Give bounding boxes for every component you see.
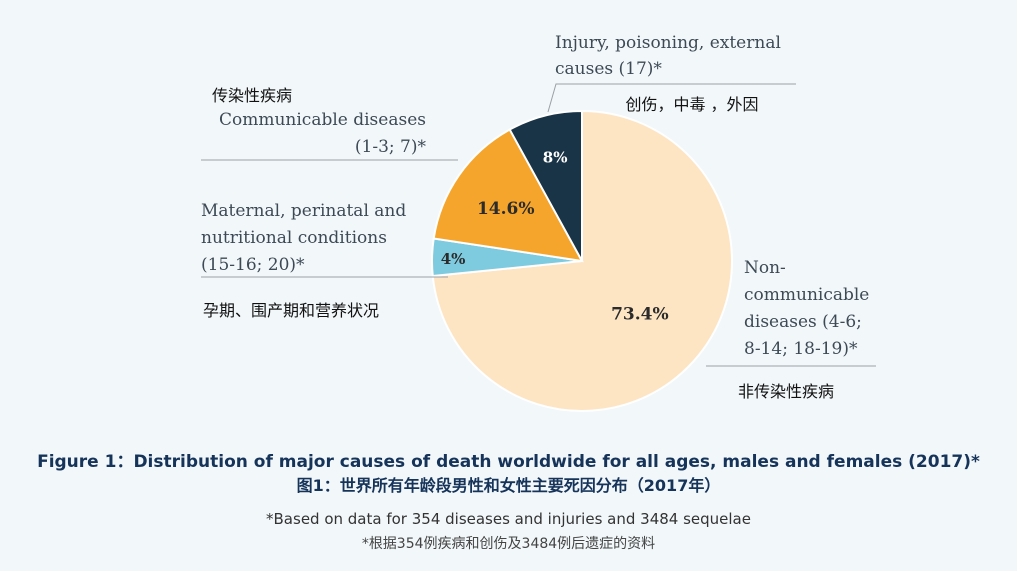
slice-label-noncommunicable: diseases (4-6; bbox=[744, 312, 862, 332]
slice-value-label-maternal: 4% bbox=[441, 250, 466, 268]
footnote-en: *Based on data for 354 diseases and inju… bbox=[266, 510, 751, 528]
slice-label-communicable: (1-3; 7)* bbox=[355, 137, 427, 157]
leader-line-injury bbox=[547, 83, 796, 113]
slice-label-noncommunicable: communicable bbox=[744, 285, 869, 305]
slice-value-label-injury: 8% bbox=[543, 148, 568, 166]
slice-label-cn-maternal: 孕期、围产期和营养状况 bbox=[203, 301, 379, 320]
pie-chart: 73.4% 4% 14.6% 8% Non-communicable diseases … bbox=[201, 33, 876, 412]
slice-label-cn-communicable: 传染性疾病 bbox=[212, 86, 292, 105]
figure-title-en: Figure 1：Distribution of major causes of… bbox=[37, 452, 980, 472]
pie-slice-communicable bbox=[432, 128, 584, 263]
slice-label-injury: causes (17)* bbox=[555, 59, 662, 79]
slice-label-noncommunicable: 8-14; 18-19)* bbox=[744, 339, 858, 359]
slice-label-communicable: Communicable diseases bbox=[219, 110, 426, 130]
footnote-cn: *根据354例疾病和创伤及3484例后遗症的资料 bbox=[361, 536, 656, 552]
slice-label-maternal: Maternal, perinatal and bbox=[201, 201, 406, 221]
slice-label-injury: Injury, poisoning, external bbox=[555, 33, 781, 53]
slice-label-noncommunicable: Non- bbox=[744, 258, 786, 278]
pie-slice-injury bbox=[508, 109, 583, 262]
slice-value-label-noncommunicable: 73.4% bbox=[611, 304, 669, 324]
slice-label-maternal: (15-16; 20)* bbox=[201, 255, 305, 275]
slice-value-label-communicable: 14.6% bbox=[477, 199, 535, 219]
figure-title-cn: 图1：世界所有年龄段男性和女性主要死因分布（2017年） bbox=[296, 476, 721, 495]
slice-label-cn-noncommunicable: 非传染性疾病 bbox=[738, 382, 834, 401]
slice-label-maternal: nutritional conditions bbox=[201, 228, 387, 248]
slice-label-cn-injury: 创伤，中毒 ，外因 bbox=[625, 95, 758, 114]
